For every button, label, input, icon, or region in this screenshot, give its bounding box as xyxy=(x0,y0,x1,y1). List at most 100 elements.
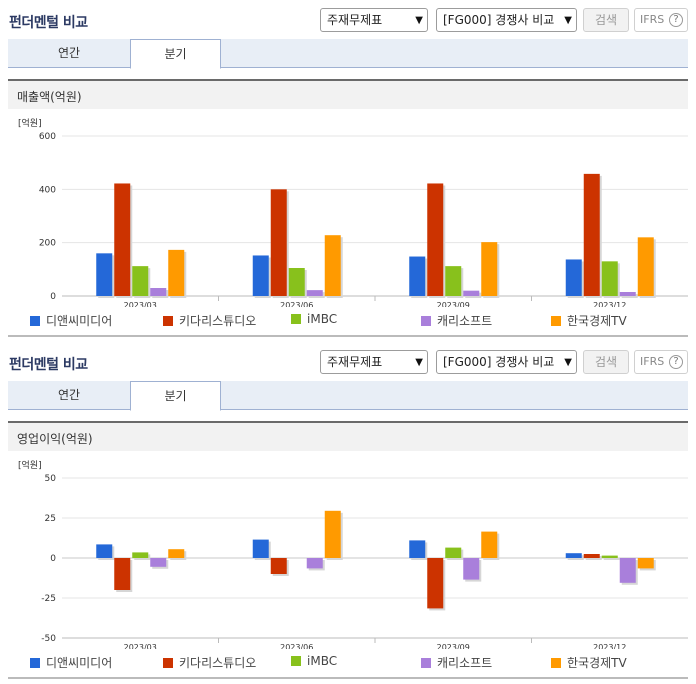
bar xyxy=(481,242,498,296)
y-tick-label: 50 xyxy=(45,474,57,484)
peer-select[interactable]: [FG000] 경쟁사 비교 ▼ xyxy=(436,350,577,374)
ifrs-label: IFRS xyxy=(640,355,665,368)
tab-quarterly[interactable]: 분기 xyxy=(130,39,221,69)
bar xyxy=(270,189,287,296)
y-tick-label: 400 xyxy=(39,185,56,195)
legend-swatch xyxy=(163,316,173,326)
bar xyxy=(445,266,462,296)
legend-item[interactable]: 키다리스튜디오 xyxy=(163,312,256,329)
legend-swatch xyxy=(291,656,301,666)
bar xyxy=(150,558,167,567)
legend-label: iMBC xyxy=(307,312,338,326)
peer-select[interactable]: [FG000] 경쟁사 비교 ▼ xyxy=(436,8,577,32)
y-tick-label: 0 xyxy=(50,554,56,564)
bar xyxy=(583,173,600,296)
bar xyxy=(132,266,149,296)
legend-swatch xyxy=(291,314,301,324)
statement-select[interactable]: 주재무제표 ▼ xyxy=(320,8,428,32)
peer-select-value: [FG000] 경쟁사 비교 xyxy=(443,355,555,369)
tab-quarterly[interactable]: 분기 xyxy=(130,381,221,411)
ifrs-button[interactable]: IFRS? xyxy=(634,350,688,374)
bar xyxy=(324,510,341,558)
chevron-down-icon: ▼ xyxy=(564,15,572,26)
ifrs-label: IFRS xyxy=(640,13,665,26)
legend-label: 키다리스튜디오 xyxy=(179,314,257,328)
statement-select-value: 주재무제표 xyxy=(327,13,383,27)
y-tick-label: -25 xyxy=(41,594,56,604)
legend-label: iMBC xyxy=(307,654,338,668)
bar xyxy=(132,552,149,558)
bar xyxy=(96,253,113,296)
bar xyxy=(96,544,113,558)
bar xyxy=(114,558,131,590)
tab-annual[interactable]: 연간 xyxy=(57,388,81,402)
period-tabs: 연간 분기 xyxy=(8,381,688,411)
section-title: 영업이익(억원) xyxy=(17,432,93,446)
x-tick-label: 2023/03 xyxy=(124,643,157,649)
legend-item[interactable]: 캐리소프트 xyxy=(421,654,492,671)
statement-select[interactable]: 주재무제표 ▼ xyxy=(320,350,428,374)
legend-swatch xyxy=(551,316,561,326)
bar xyxy=(324,235,341,296)
legend-label: 한국경제TV xyxy=(567,314,627,328)
search-button[interactable]: 검색 xyxy=(583,350,629,374)
help-icon[interactable]: ? xyxy=(669,355,683,369)
bar xyxy=(168,249,185,296)
operating-income-bar-chart: [억원] -50 -25 0 25 50 2023/03 2023/06 2023/09 2023… xyxy=(18,459,688,649)
unit-label: [억원] xyxy=(18,459,42,471)
panel-title: 펀더멘털 비교 xyxy=(9,15,88,31)
bar xyxy=(427,183,444,296)
legend-swatch xyxy=(163,658,173,668)
help-icon[interactable]: ? xyxy=(669,13,683,27)
legend-item[interactable]: iMBC xyxy=(291,312,337,326)
bar xyxy=(601,555,618,558)
x-tick-label: 2023/06 xyxy=(280,301,313,307)
bar xyxy=(481,531,498,558)
y-tick-label: 25 xyxy=(45,514,56,524)
divider xyxy=(8,335,688,337)
section-title: 매출액(억원) xyxy=(17,90,82,104)
panel-title: 펀더멘털 비교 xyxy=(9,357,88,373)
legend-item[interactable]: 디앤씨미디어 xyxy=(30,654,112,671)
bar xyxy=(463,558,480,580)
fundamental-panel-revenue: 펀더멘털 비교 주재무제표 ▼ [FG000] 경쟁사 비교 ▼ 검색 IFRS? … xyxy=(8,8,688,337)
y-tick-label: 200 xyxy=(39,239,56,249)
revenue-bar-chart: [억원] 0 200 400 600 2023/03 2023/06 2023/09 2023/… xyxy=(18,117,688,307)
bar xyxy=(637,558,654,569)
legend-item[interactable]: 디앤씨미디어 xyxy=(30,312,112,329)
statement-select-value: 주재무제표 xyxy=(327,355,383,369)
tab-annual[interactable]: 연간 xyxy=(57,46,81,60)
legend-item[interactable]: 한국경제TV xyxy=(551,654,627,671)
bar xyxy=(288,268,305,296)
bar xyxy=(565,259,582,296)
search-button[interactable]: 검색 xyxy=(583,8,629,32)
chevron-down-icon: ▼ xyxy=(415,357,423,368)
legend-label: 한국경제TV xyxy=(567,656,627,670)
legend-swatch xyxy=(30,658,40,668)
bar xyxy=(427,558,444,609)
legend-item[interactable]: 키다리스튜디오 xyxy=(163,654,256,671)
ifrs-button[interactable]: IFRS? xyxy=(634,8,688,32)
legend-item[interactable]: 한국경제TV xyxy=(551,312,627,329)
y-tick-label: 600 xyxy=(39,132,56,142)
bar xyxy=(168,549,185,558)
legend-label: 디앤씨미디어 xyxy=(46,314,113,328)
peer-select-value: [FG000] 경쟁사 비교 xyxy=(443,13,555,27)
legend-item[interactable]: 캐리소프트 xyxy=(421,312,492,329)
x-tick-label: 2023/09 xyxy=(437,643,470,649)
bar xyxy=(619,558,636,583)
x-tick-label: 2023/06 xyxy=(280,643,313,649)
bar xyxy=(270,558,287,574)
y-tick-label: -50 xyxy=(41,634,56,644)
x-tick-label: 2023/12 xyxy=(593,301,626,307)
bar xyxy=(114,183,131,296)
legend-item[interactable]: iMBC xyxy=(291,654,337,668)
legend-label: 캐리소프트 xyxy=(437,656,493,670)
bar xyxy=(252,255,269,296)
bar xyxy=(601,261,618,296)
bar xyxy=(619,292,636,296)
fundamental-panel-operating-income: 펀더멘털 비교 주재무제표 ▼ [FG000] 경쟁사 비교 ▼ 검색 IFRS? … xyxy=(0,342,696,684)
x-tick-label: 2023/03 xyxy=(124,301,157,307)
x-tick-label: 2023/09 xyxy=(437,301,470,307)
bar xyxy=(306,290,323,296)
